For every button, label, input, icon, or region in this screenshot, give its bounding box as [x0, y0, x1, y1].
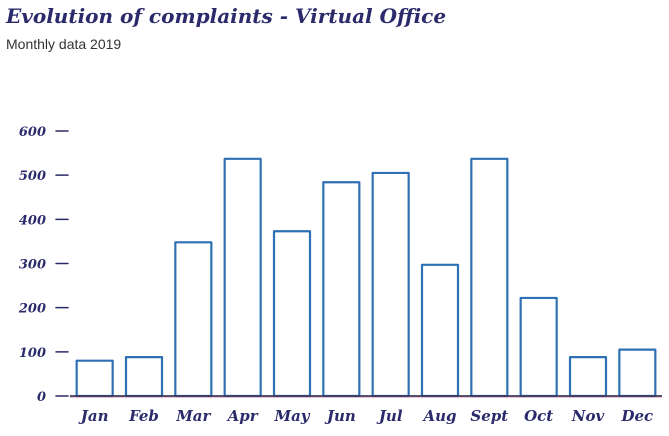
x-category-label: May: [273, 407, 310, 425]
bar: [470, 157, 509, 398]
x-category-label: Jan: [78, 407, 109, 425]
bar: [322, 181, 361, 398]
x-category-label: Feb: [128, 407, 159, 425]
y-tick-label: 400: [19, 213, 46, 228]
bar: [174, 241, 213, 398]
chart-subtitle: Monthly data 2019: [6, 36, 122, 52]
bar: [420, 263, 460, 398]
y-tick-label: 500: [19, 169, 46, 184]
bar: [618, 348, 657, 398]
x-category-label: Jun: [324, 407, 356, 425]
x-category-label: Oct: [524, 407, 553, 425]
bar: [371, 171, 410, 398]
y-tick-label: 100: [19, 346, 46, 361]
bar: [272, 230, 312, 398]
bar: [519, 296, 558, 398]
bar: [75, 359, 114, 398]
x-category-label: Dec: [620, 407, 653, 425]
x-category-label: Apr: [226, 407, 259, 425]
x-category-label: Sept: [470, 407, 508, 425]
y-tick-label: 0: [37, 390, 46, 405]
chart-title: Evolution of complaints - Virtual Office: [6, 4, 447, 28]
bars-group: [75, 157, 657, 398]
bar: [568, 356, 608, 398]
bar: [223, 157, 262, 398]
bar: [124, 356, 164, 398]
y-tick-label: 200: [18, 302, 46, 317]
x-category-label: Mar: [175, 407, 211, 425]
x-category-label: Jul: [376, 407, 403, 425]
x-category-label: Aug: [421, 407, 456, 425]
y-axis: 0 100 200 300 400 500 600: [18, 125, 69, 405]
x-axis: Jan Feb Mar Apr May Jun Jul Aug Sept Oct Nov Dec: [70, 395, 662, 425]
y-tick-label: 600: [19, 125, 46, 140]
y-tick-label: 300: [19, 258, 46, 273]
x-category-label: Nov: [571, 407, 605, 425]
